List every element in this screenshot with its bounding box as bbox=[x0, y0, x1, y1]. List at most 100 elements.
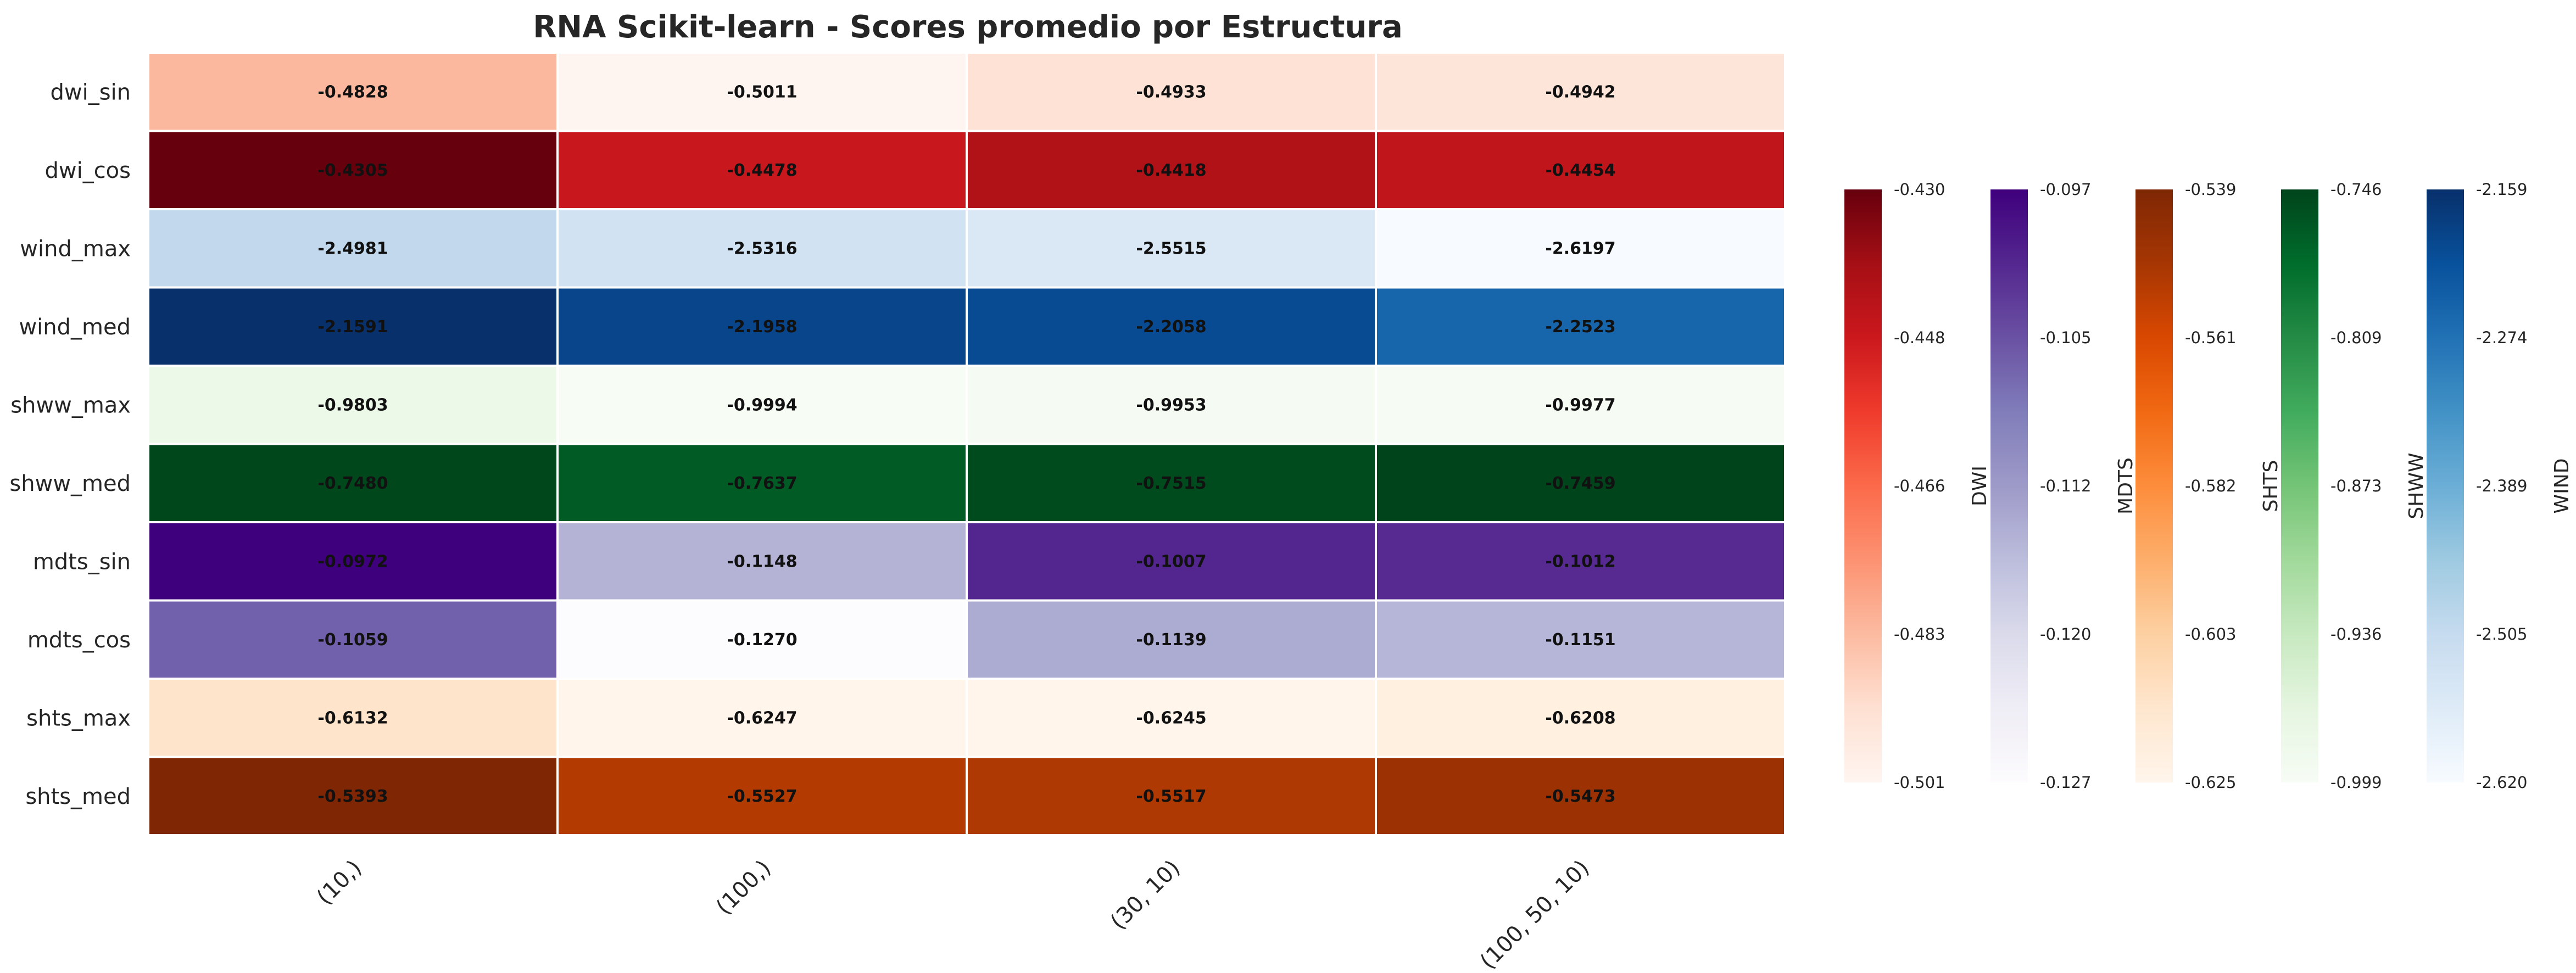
colorbar-tick-label: -2.389 bbox=[2476, 477, 2528, 495]
colorbar-label: SHWW bbox=[2405, 452, 2428, 519]
colorbar-tick-label: -2.159 bbox=[2476, 180, 2528, 199]
cell-value-label: -0.9977 bbox=[1545, 395, 1615, 415]
heatmap-cell bbox=[556, 130, 968, 210]
cell-value-label: -0.5527 bbox=[727, 787, 797, 806]
heatmap-cell bbox=[966, 521, 1377, 602]
colorbar-tick-label: -0.127 bbox=[2040, 773, 2092, 792]
cell-value-label: -2.2058 bbox=[1136, 317, 1206, 337]
colorbar-tick-label: -0.936 bbox=[2330, 625, 2382, 644]
cell-value-label: -0.6208 bbox=[1545, 708, 1615, 728]
colorbar-tick-label: -0.561 bbox=[2185, 328, 2237, 347]
colorbar-tick-label: -0.097 bbox=[2040, 180, 2092, 199]
cell-value-label: -2.6197 bbox=[1545, 239, 1615, 258]
cell-value-label: -0.5393 bbox=[317, 787, 388, 806]
cell-value-label: -2.2523 bbox=[1545, 317, 1615, 337]
cell-value-label: -0.9953 bbox=[1136, 395, 1206, 415]
colorbar-dwi bbox=[1844, 189, 1882, 782]
colorbar-wind bbox=[2427, 189, 2464, 782]
colorbar-tick-label: -0.603 bbox=[2185, 625, 2237, 644]
heatmap-cell bbox=[556, 365, 968, 445]
heatmap-cell bbox=[1375, 365, 1786, 445]
cell-value-label: -2.1591 bbox=[317, 317, 388, 337]
cell-value-label: -0.6132 bbox=[317, 708, 388, 728]
row-label: dwi_cos bbox=[44, 158, 131, 183]
column-label: (30, 10) bbox=[1106, 855, 1185, 935]
cell-value-label: -0.4305 bbox=[317, 161, 388, 180]
colorbar-tick-label: -0.539 bbox=[2185, 180, 2237, 199]
colorbar-mdts bbox=[1990, 189, 2028, 782]
colorbar-tick-label: -0.625 bbox=[2185, 773, 2237, 792]
column-label: (100, 50, 10) bbox=[1475, 855, 1594, 973]
colorbar-tick-label: -0.809 bbox=[2330, 328, 2382, 347]
cell-value-label: -0.4478 bbox=[727, 161, 797, 180]
heatmap-cell bbox=[1375, 521, 1786, 602]
heatmap-cell bbox=[966, 756, 1377, 836]
colorbar-tick-label: -0.105 bbox=[2040, 328, 2092, 347]
row-label: mdts_sin bbox=[33, 549, 131, 574]
heatmap-cell bbox=[1375, 443, 1786, 523]
heatmap-cell bbox=[556, 286, 968, 367]
cell-value-label: -0.4942 bbox=[1545, 82, 1615, 102]
cell-value-label: -0.1148 bbox=[727, 552, 797, 571]
row-label: wind_med bbox=[19, 315, 131, 340]
column-labels: (10,) (100,) (30, 10) (100, 50, 10) bbox=[312, 855, 1594, 973]
heatmap-cell bbox=[966, 443, 1377, 523]
colorbar-tick-label: -2.620 bbox=[2476, 773, 2528, 792]
heatmap-cell bbox=[1375, 286, 1786, 367]
cell-value-label: -0.4418 bbox=[1136, 161, 1206, 180]
heatmap-cell bbox=[966, 599, 1377, 680]
cell-value-label: -0.5473 bbox=[1545, 787, 1615, 806]
row-label: wind_max bbox=[20, 236, 131, 261]
colorbar-label: MDTS bbox=[2115, 457, 2137, 515]
cell-value-label: -0.1151 bbox=[1545, 630, 1615, 650]
cell-value-label: -2.1958 bbox=[727, 317, 797, 337]
cell-value-label: -0.4454 bbox=[1545, 161, 1615, 180]
row-label: shts_max bbox=[26, 706, 131, 731]
heatmap-cell bbox=[556, 756, 968, 836]
cell-value-label: -0.5011 bbox=[727, 82, 797, 102]
heatmap-cell bbox=[556, 443, 968, 523]
row-label: shts_med bbox=[25, 784, 131, 809]
colorbar-tick-label: -0.999 bbox=[2330, 773, 2382, 792]
colorbars: -0.430 -0.448 -0.466 -0.483 -0.501 DWI -0.097 -… bbox=[1844, 180, 2573, 792]
colorbar-tick-label: -0.112 bbox=[2040, 477, 2092, 495]
cell-value-label: -0.6247 bbox=[727, 708, 797, 728]
colorbar-label: DWI bbox=[1969, 466, 1991, 506]
row-label: shww_max bbox=[10, 393, 131, 418]
heatmap-cell bbox=[966, 365, 1377, 445]
row-label: mdts_cos bbox=[27, 628, 131, 653]
cell-value-label: -0.5517 bbox=[1136, 787, 1206, 806]
cell-value-label: -0.0972 bbox=[317, 552, 388, 571]
cell-value-label: -0.4828 bbox=[317, 82, 388, 102]
colorbar-label: SHTS bbox=[2260, 460, 2282, 512]
heatmap-cell bbox=[1375, 130, 1786, 210]
colorbar-shts bbox=[2135, 189, 2173, 782]
heatmap-cell bbox=[1375, 756, 1786, 836]
cell-value-label: -0.6245 bbox=[1136, 708, 1206, 728]
colorbar-shww bbox=[2281, 189, 2318, 782]
cell-value-label: -0.9803 bbox=[317, 395, 388, 415]
cell-value-label: -0.1007 bbox=[1136, 552, 1206, 571]
heatmap-cell bbox=[147, 365, 559, 445]
colorbar-tick-label: -0.430 bbox=[1894, 180, 1945, 199]
heatmap-cell bbox=[147, 521, 559, 602]
heatmap-cell bbox=[147, 443, 559, 523]
column-label: (100,) bbox=[711, 855, 776, 920]
colorbar-tick-label: -0.746 bbox=[2330, 180, 2382, 199]
heatmap-cell bbox=[147, 52, 559, 132]
cell-value-label: -0.7459 bbox=[1545, 474, 1615, 493]
chart-title: RNA Scikit-learn - Scores promedio por E… bbox=[533, 9, 1403, 45]
heatmap-cell bbox=[147, 756, 559, 836]
cell-value-label: -0.7637 bbox=[727, 474, 797, 493]
colorbar-label: WIND bbox=[2551, 458, 2573, 514]
colorbar-tick-label: -0.501 bbox=[1894, 773, 1945, 792]
cell-value-label: -0.1059 bbox=[317, 630, 388, 650]
colorbar-tick-label: -0.466 bbox=[1894, 477, 1945, 495]
colorbar-tick-label: -0.448 bbox=[1894, 328, 1945, 347]
heatmap-cells: -0.4828 -0.5011 -0.4933 -0.4942 -0.4305 -0.44… bbox=[147, 52, 1786, 836]
cell-value-label: -0.9994 bbox=[727, 395, 797, 415]
cell-value-label: -0.1139 bbox=[1136, 630, 1206, 650]
heatmap-cell bbox=[556, 52, 968, 132]
heatmap-cell bbox=[1375, 678, 1786, 758]
